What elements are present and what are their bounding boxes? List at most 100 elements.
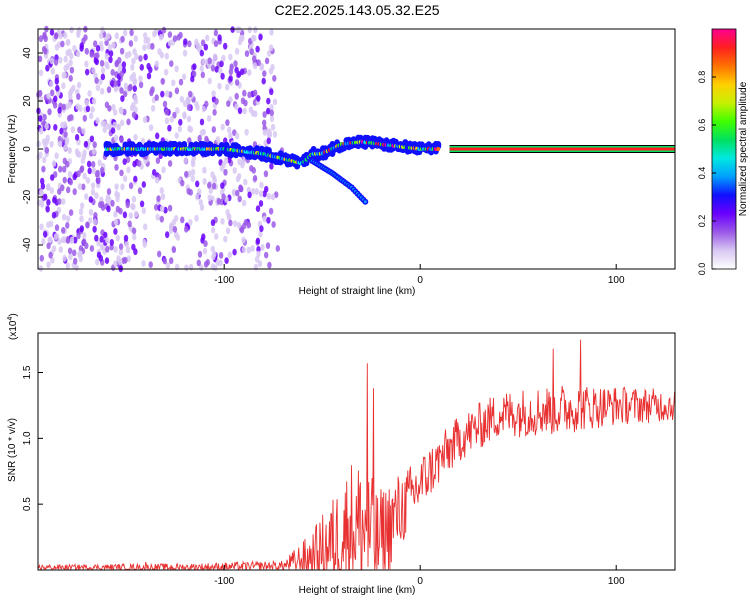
spectrogram-noise-cell <box>269 28 274 36</box>
spectrogram-noise-cell <box>69 236 75 244</box>
spectrogram-noise-cell <box>81 183 86 191</box>
spectrogram-noise-cell <box>212 109 217 116</box>
spectrogram-noise-cell <box>192 63 197 70</box>
spectrogram-noise-cell <box>62 121 68 129</box>
spectrogram-noise-cell <box>180 179 185 187</box>
spectrogram-noise-cell <box>95 52 100 59</box>
spectrogram-noise-cell <box>91 167 97 175</box>
spectrogram-noise-cell <box>94 192 99 200</box>
colorbar-gradient <box>712 29 736 269</box>
spectrogram-noise-cell <box>99 235 104 243</box>
spectrogram-noise-cell <box>51 211 57 219</box>
spectrogram-noise-cell <box>88 196 94 203</box>
spectrogram-noise-cell <box>47 236 53 244</box>
spectrogram-noise-cell <box>131 243 136 251</box>
spectrogram-noise-cell <box>167 31 173 38</box>
spectrogram-noise-cell <box>258 190 264 198</box>
spectrogram-branch-core <box>363 200 367 204</box>
spectrogram-noise-cell <box>228 219 233 227</box>
spectrogram-noise-cell <box>272 75 277 82</box>
spectrogram-noise-cell <box>179 95 185 103</box>
spectrogram-noise-cell <box>175 107 180 114</box>
spectrogram-noise-cell <box>174 132 179 140</box>
spectrogram-noise-cell <box>123 29 128 37</box>
spectrogram-noise-cell <box>190 75 195 83</box>
spectrogram-noise-cell <box>129 104 135 112</box>
spectrogram-noise-cell <box>53 58 59 66</box>
spectrogram-noise-cell <box>252 55 257 63</box>
spectrogram-noise-cell <box>164 108 169 116</box>
snr-x-tick-label: 100 <box>608 576 625 587</box>
spectrogram-noise-cell <box>169 60 174 67</box>
spectrogram-noise-cell <box>251 167 256 174</box>
spectrogram-noise-cell <box>38 89 43 97</box>
spectrogram-noise-cell <box>194 38 199 46</box>
spectrogram-noise-cell <box>212 250 217 258</box>
spectrogram-noise-cell <box>53 95 58 103</box>
spectrogram-noise-cell <box>225 83 230 91</box>
spectrogram-noise-cell <box>161 166 166 174</box>
spectrogram-noise-cell <box>115 234 121 242</box>
spectrogram-signal-core <box>436 147 441 151</box>
spectrogram-noise-cell <box>53 124 58 131</box>
snr-multiplier-base: (x10 <box>8 320 19 340</box>
colorbar-label: Normalized spectral amplitude <box>738 81 749 216</box>
spectrogram-noise-cell <box>76 50 81 58</box>
spectrogram-noise-cell <box>190 175 195 183</box>
spectrogram-noise-cell <box>46 92 51 100</box>
spectrogram-noise-cell <box>252 62 258 70</box>
spectrogram-noise-cell <box>269 104 274 111</box>
spectrogram-noise-cell <box>258 200 264 207</box>
spectrogram-noise-cell <box>85 221 90 229</box>
spectrogram-panel: -100 0 100 -40 -20 0 20 40 Height of straight … <box>7 25 676 297</box>
spectrogram-noise-cell <box>46 199 51 206</box>
spectrogram-noise-cell <box>228 132 233 140</box>
spectrogram-x-tick-label: 100 <box>608 275 625 286</box>
spectrogram-signal-cell <box>174 149 181 157</box>
spectrogram-noise-cell <box>89 112 94 120</box>
spectrogram-noise-cell <box>136 160 142 167</box>
spectrogram-noise-cell <box>119 136 124 144</box>
spectrogram-noise-cell <box>210 64 216 72</box>
spectrogram-noise-cell <box>63 55 68 63</box>
spectrogram-noise-cell <box>42 156 47 164</box>
spectrogram-noise-cell <box>58 56 63 64</box>
spectrogram-noise-cell <box>82 172 87 180</box>
snr-x-axis-label: Height of straight line (km) <box>299 585 416 596</box>
spectrogram-noise-cell <box>133 134 138 141</box>
spectrogram-noise-cell <box>138 81 144 89</box>
spectrogram-noise-cell <box>241 246 246 254</box>
spectrogram-noise-cell <box>184 170 189 178</box>
spectrogram-noise-cell <box>199 118 205 126</box>
spectrogram-noise-cell <box>85 68 90 76</box>
spectrogram-noise-cell <box>197 250 203 258</box>
spectrogram-noise-cell <box>226 100 231 107</box>
spectrogram-noise-cell <box>99 44 105 52</box>
spectrogram-noise-cell <box>123 234 129 242</box>
spectrogram-noise-cell <box>39 223 44 231</box>
spectrogram-noise-cell <box>75 103 80 110</box>
spectrogram-noise-cell <box>201 128 207 136</box>
spectrogram-noise-cell <box>269 88 274 96</box>
spectrogram-noise-cell <box>46 261 51 268</box>
spectrogram-noise-cell <box>78 250 83 257</box>
spectrogram-noise-cell <box>110 69 115 76</box>
spectrogram-noise-cell <box>157 250 162 258</box>
spectrogram-noise-cell <box>201 105 206 113</box>
spectrogram-noise-cell <box>72 188 77 196</box>
spectrogram-noise-cell <box>131 195 137 203</box>
spectrogram-noise-cell <box>182 49 188 57</box>
spectrogram-noise-cell <box>44 147 50 154</box>
spectrogram-noise-cell <box>212 53 218 61</box>
spectrogram-noise-cell <box>110 80 115 87</box>
spectrogram-noise-cell <box>69 26 74 34</box>
spectrogram-noise-cell <box>254 255 260 263</box>
spectrogram-noise-cell <box>185 96 191 104</box>
spectrogram-noise-cell <box>205 34 210 42</box>
spectrogram-y-axis-label: Frequency (Hz) <box>7 115 18 184</box>
spectrogram-noise-cell <box>210 171 215 179</box>
spectrogram-noise-cell <box>76 31 81 38</box>
spectrogram-noise-cell <box>195 180 200 188</box>
spectrogram-noise-cell <box>89 135 95 143</box>
